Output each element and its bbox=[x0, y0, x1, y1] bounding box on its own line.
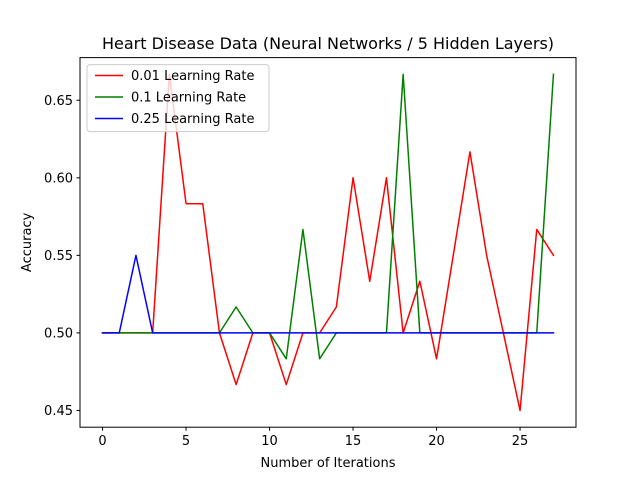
legend-label: 0.25 Learning Rate bbox=[131, 112, 254, 127]
series-line-1 bbox=[101, 73, 555, 412]
series-line-3 bbox=[101, 254, 555, 334]
series-layer bbox=[101, 73, 555, 412]
legend-entries: 0.01 Learning Rate 0.1 Learning Rate 0.25 … bbox=[95, 69, 254, 127]
x-tick-label: 5 bbox=[182, 434, 190, 449]
x-tick-label: 10 bbox=[261, 434, 278, 449]
x-tick-label: 15 bbox=[345, 434, 362, 449]
legend-label: 0.1 Learning Rate bbox=[131, 91, 246, 106]
y-axis-label: Accuracy bbox=[20, 212, 35, 272]
x-tick-label: 0 bbox=[98, 434, 106, 449]
y-tick-label: 0.65 bbox=[44, 94, 73, 109]
x-axis-label: Number of Iterations bbox=[261, 456, 396, 471]
y-tick-label: 0.50 bbox=[44, 326, 73, 341]
plot-frame bbox=[79, 57, 577, 428]
x-axis-ticks: 0 5 10 15 20 25 bbox=[98, 427, 528, 449]
x-tick-label: 25 bbox=[512, 434, 529, 449]
y-tick-label: 0.45 bbox=[44, 404, 73, 419]
legend-label: 0.01 Learning Rate bbox=[131, 69, 254, 84]
legend: 0.01 Learning Rate 0.1 Learning Rate 0.25 … bbox=[86, 64, 270, 133]
chart-title: Heart Disease Data (Neural Networks / 5 … bbox=[102, 34, 554, 53]
legend-box bbox=[86, 64, 270, 133]
y-axis-ticks: 0.45 0.50 0.55 0.60 0.65 bbox=[44, 94, 80, 419]
x-tick-label: 20 bbox=[428, 434, 445, 449]
y-tick-label: 0.55 bbox=[44, 249, 73, 264]
y-tick-label: 0.60 bbox=[44, 171, 73, 186]
